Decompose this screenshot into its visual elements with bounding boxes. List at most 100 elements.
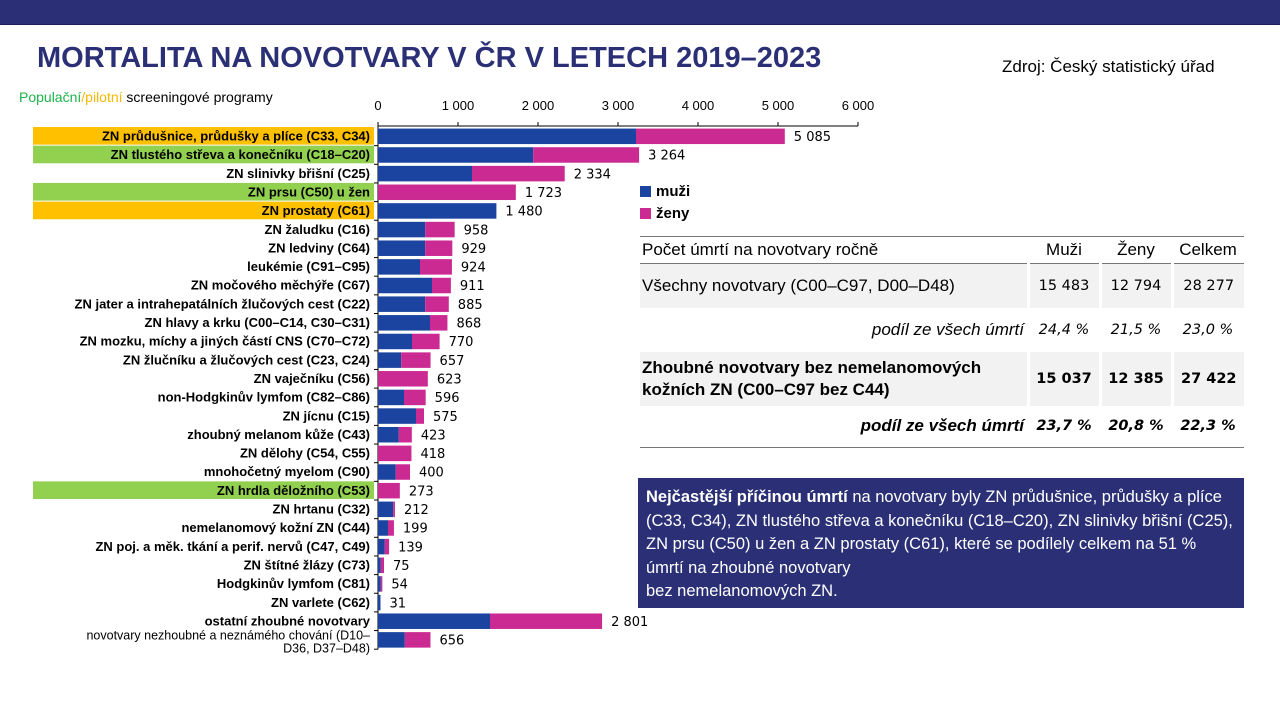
bar-total-label: 924 [461,261,486,276]
legend-item-men: muži [640,180,690,202]
screening-rest-label: screeningové programy [122,89,273,105]
stats-all-label: Všechny novotvary (C00–C97, D00–D48) [640,263,1028,308]
category-label: ZN vaječníku (C56) [254,371,370,386]
bar-women [490,613,603,629]
bar-total-label: 575 [433,410,458,425]
bar-women [393,501,395,518]
bar-men [378,426,399,443]
bar-total-label: 423 [421,428,446,443]
category-label: ZN hrdla děložního (C53) [217,483,370,498]
bar-total-label: 31 [389,596,406,611]
bar-women [412,333,440,350]
bar-total-label: 75 [393,559,410,574]
bar-total-label: 1 480 [505,205,542,220]
bar-total-label: 770 [449,335,474,350]
bar-women [380,557,384,574]
bar-women [404,632,431,648]
bar-men [378,389,404,406]
screening-highlight-population [33,182,374,201]
stats-table: Počet úmrtí na novotvary ročně Muži Ženy… [640,236,1244,448]
bar-total-label: 958 [464,223,489,238]
category-label-cont: D36, D37–D48) [283,642,370,656]
legend-label-women: ženy [656,204,690,222]
screening-highlight-population [33,481,374,499]
stats-malignant-women: 12 385 [1098,351,1172,406]
bar-total-label: 885 [458,298,483,313]
category-label: ZN prsu (C50) u žen [248,184,370,199]
bar-total-label: 929 [461,242,486,257]
bar-total-label: 400 [419,466,444,481]
stats-row-malignant-share: podíl ze všech úmrtí 23,7 % 20,8 % 22,3 … [640,406,1244,448]
stats-malignant-label-2c: (C00–C97 bez C44) [732,379,890,399]
category-label: ZN jater a intrahepatálních žlučových ce… [75,296,370,311]
bar-women [533,147,640,163]
bar-women [378,445,412,462]
bar-women [425,296,449,312]
stats-all-share-label: podíl ze všech úmrtí [871,319,1024,339]
bar-men [378,576,381,592]
bar-women [425,240,453,256]
bar-women [420,259,452,275]
legend-item-women: ženy [640,202,690,224]
bar-women [404,389,426,406]
bar-women [398,426,412,443]
bar-men [378,333,412,350]
bar-total-label: 2 334 [574,167,611,182]
bar-women [378,371,428,387]
stats-malignant-label: Zhoubné novotvary bez nemelanomových kož… [640,351,1028,406]
bar-women [416,408,424,424]
top-banner [0,0,1280,25]
stats-malignant-share-label: podíl ze všech úmrtí [860,416,1024,436]
stats-header-women: Ženy [1117,240,1155,259]
legend-label-men: muži [656,182,691,200]
data-source: Zdroj: Český statistický úřad [1002,57,1215,76]
bar-women [395,464,410,480]
bar-total-label: 656 [439,634,464,649]
screening-population-label: Populační [19,89,82,105]
bar-total-label: 212 [404,503,429,518]
bar-total-label: 199 [403,522,428,537]
category-label: ZN poj. a měk. tkání a perif. nervů (C47… [95,539,370,554]
bar-women [384,538,390,555]
bar-men [378,296,426,312]
bar-women [472,165,565,182]
category-label: ZN průdušnice, průdušky a plíce (C33, C3… [102,129,370,144]
chart-legend: muži ženy [640,180,690,224]
stats-malignant-label-2a: kožních [642,379,711,399]
category-label: ostatní zhoubné novotvary [205,613,371,628]
bar-total-label: 657 [440,354,465,369]
bar-total-label: 868 [456,317,481,332]
stats-row-malignant: Zhoubné novotvary bez nemelanomových kož… [640,351,1244,406]
bar-men [378,165,472,182]
stats-row-all-share: podíl ze všech úmrtí 24,4 % 21,5 % 23,0 … [640,308,1244,352]
screening-highlight-pilot [33,127,374,145]
bar-men [378,128,636,145]
bar-women [401,352,431,368]
screening-note: Populační/pilotní screeningové programy [19,89,273,105]
category-label: novotvary nezhoubné a neznámého chování … [86,629,370,643]
info-box-text: na novotvary byly ZN průdušnice, průdušk… [646,488,1233,577]
x-tick-label: 4 000 [682,98,715,113]
bar-total-label: 54 [391,578,408,593]
bar-men [378,464,396,480]
x-tick-label: 1 000 [442,98,475,113]
bar-women [430,315,448,331]
stats-malignant-men: 15 037 [1026,351,1100,406]
bar-men [378,259,420,275]
bar-men [378,352,402,368]
category-label: mnohočetný myelom (C90) [204,464,370,479]
x-tick-label: 2 000 [522,98,555,113]
info-box-bold: Nejčastější příčinou úmrtí [646,488,848,506]
stats-header-total: Celkem [1179,240,1237,259]
screening-pilot-label: pilotní [85,89,123,105]
bar-men [378,277,432,294]
bar-men [378,221,426,238]
stats-header-men: Muži [1046,240,1082,259]
bar-women [378,482,400,499]
bar-women [388,520,394,536]
bar-men [378,557,381,574]
category-label: ZN jícnu (C15) [283,408,370,423]
bar-total-label: 273 [409,484,434,499]
bar-men [378,147,534,163]
stats-malignant-label-2b: ZN [710,379,733,399]
